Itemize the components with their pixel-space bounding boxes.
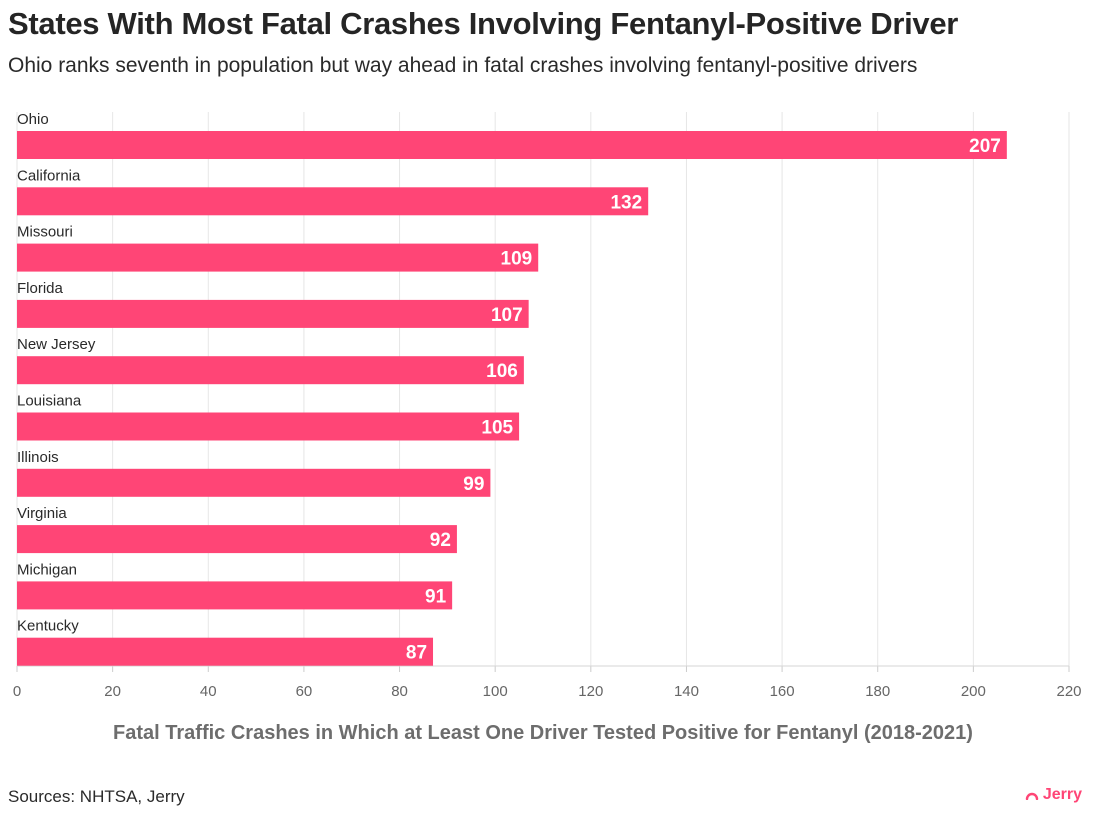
category-label: Florida xyxy=(17,280,64,297)
bar xyxy=(17,468,491,497)
chart-title: States With Most Fatal Crashes Involving… xyxy=(8,6,959,41)
brand-logo: Jerry xyxy=(1025,786,1082,804)
x-tick-label: 160 xyxy=(770,683,795,700)
category-label: Illinois xyxy=(17,449,59,466)
category-label: Virginia xyxy=(17,505,67,522)
x-tick-label: 60 xyxy=(296,683,313,700)
brand-name: Jerry xyxy=(1042,786,1082,803)
x-tick-label: 0 xyxy=(13,683,21,700)
bar xyxy=(17,412,520,441)
bar xyxy=(17,637,434,666)
category-label: Kentucky xyxy=(17,618,79,635)
category-label: Missouri xyxy=(17,224,73,241)
bar-value-label: 91 xyxy=(425,586,447,607)
bar-value-label: 105 xyxy=(481,418,513,439)
x-tick-label: 100 xyxy=(483,683,508,700)
bar-value-label: 106 xyxy=(486,361,518,382)
bar xyxy=(17,525,457,554)
x-tick-label: 40 xyxy=(200,683,217,700)
bar xyxy=(17,187,649,216)
bar-value-label: 87 xyxy=(406,643,427,664)
x-tick-label: 80 xyxy=(391,683,408,700)
x-tick-label: 20 xyxy=(104,683,121,700)
category-label: Michigan xyxy=(17,561,77,578)
bar-value-label: 207 xyxy=(969,136,1001,157)
bar xyxy=(17,243,539,272)
bar-chart: 0 20 40 60 80 100 120 140 160 180 200 220 Ohio 207 Cal… xyxy=(13,111,1082,700)
x-tick-label: 180 xyxy=(865,683,890,700)
bar-value-label: 92 xyxy=(430,530,451,551)
bar xyxy=(17,356,524,385)
bar-value-label: 109 xyxy=(501,249,533,270)
bar-value-label: 107 xyxy=(491,305,523,326)
category-label: Louisiana xyxy=(17,393,82,410)
category-label: New Jersey xyxy=(17,336,96,353)
bar xyxy=(17,131,1007,159)
x-tick-label: 200 xyxy=(961,683,986,700)
jerry-logo-icon xyxy=(1025,792,1039,800)
bar-value-label: 99 xyxy=(463,474,484,495)
x-tick-label: 220 xyxy=(1056,683,1081,700)
source-note: Sources: NHTSA, Jerry xyxy=(8,787,185,806)
x-tick-label: 140 xyxy=(674,683,699,700)
chart-subtitle: Ohio ranks seventh in population but way… xyxy=(8,54,918,77)
x-tick-label: 120 xyxy=(578,683,603,700)
category-label: Ohio xyxy=(17,111,49,128)
category-label: California xyxy=(17,167,81,184)
bar-value-label: 132 xyxy=(610,192,642,213)
bar xyxy=(17,299,529,328)
x-axis-label: Fatal Traffic Crashes in Which at Least … xyxy=(113,722,973,744)
bar xyxy=(17,581,453,610)
